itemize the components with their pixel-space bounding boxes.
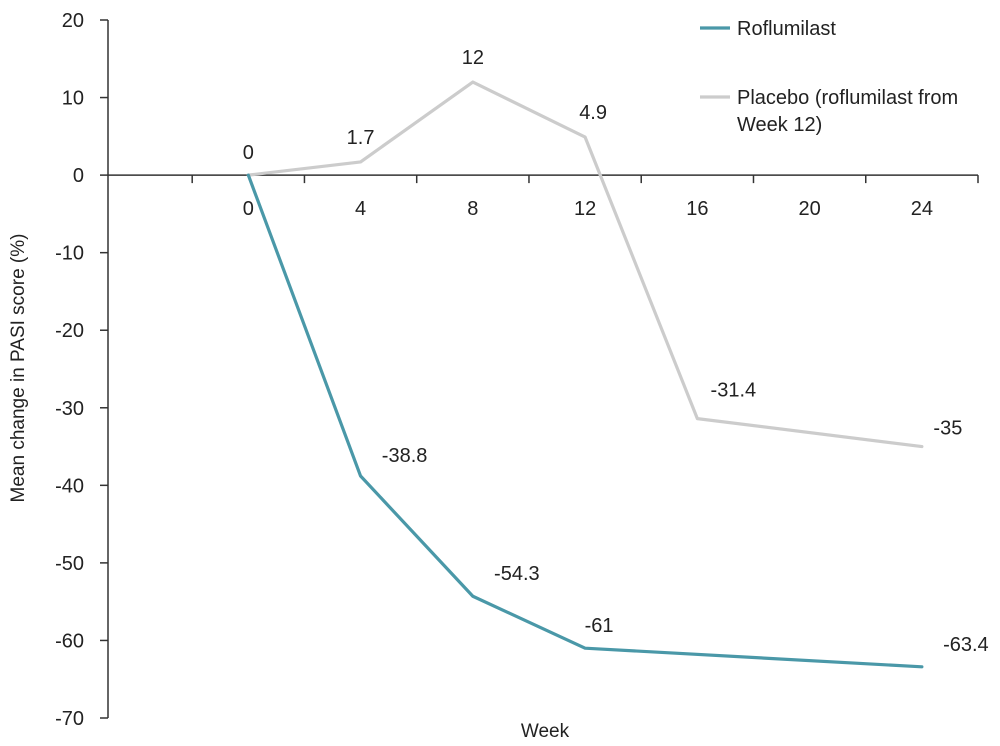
legend-label-placebo: Placebo (roflumilast from Week 12) bbox=[737, 87, 958, 136]
y-tick-label: -50 bbox=[55, 553, 84, 575]
legend-label-placebo-line: Week 12) bbox=[737, 114, 822, 136]
data-label: 4.9 bbox=[579, 102, 607, 124]
y-tick-label: -30 bbox=[55, 398, 84, 420]
data-labels: -38.8 -54.3 -61 -63.4 0 1.7 12 4.9 -31.4 -35 bbox=[243, 47, 989, 656]
data-label: 1.7 bbox=[347, 127, 375, 149]
y-axis-title: Mean change in PASI score (%) bbox=[8, 234, 29, 503]
series-layer bbox=[246, 80, 924, 669]
data-label: 12 bbox=[462, 47, 484, 69]
data-label: -63.4 bbox=[943, 634, 989, 656]
series-line-placebo bbox=[246, 80, 924, 449]
legend: Roflumilast Placebo (roflumilast from Week… bbox=[700, 18, 958, 136]
data-label: -61 bbox=[585, 615, 614, 637]
x-axis-title: Week bbox=[521, 721, 570, 742]
x-tick-label: 24 bbox=[911, 198, 933, 220]
data-label: 0 bbox=[243, 142, 254, 164]
legend-label-roflumilast: Roflumilast bbox=[737, 18, 836, 40]
axes: 20 10 0 -10 -20 -30 -40 -50 -60 -70 0 4 8 12 16 20 24 bbox=[55, 10, 979, 730]
data-label: -31.4 bbox=[711, 380, 757, 402]
data-label: -54.3 bbox=[494, 563, 540, 585]
x-tick-label: 12 bbox=[574, 198, 596, 220]
series-line-roflumilast bbox=[246, 173, 924, 669]
y-tick-label: -10 bbox=[55, 243, 84, 265]
data-label: -35 bbox=[933, 418, 962, 440]
y-tick-label: -70 bbox=[55, 708, 84, 730]
y-tick-label: -40 bbox=[55, 475, 84, 497]
data-label: -38.8 bbox=[382, 445, 428, 467]
x-tick-label: 4 bbox=[355, 198, 366, 220]
y-tick-label: 20 bbox=[62, 10, 84, 32]
x-tick-label: 16 bbox=[686, 198, 708, 220]
legend-label-placebo-line: Placebo (roflumilast from bbox=[737, 87, 958, 109]
y-tick-label: -20 bbox=[55, 320, 84, 342]
y-tick-label: -60 bbox=[55, 630, 84, 652]
x-tick-label: 8 bbox=[467, 198, 478, 220]
x-tick-label: 0 bbox=[243, 198, 254, 220]
x-tick-label: 20 bbox=[798, 198, 820, 220]
y-tick-label: 0 bbox=[73, 165, 84, 187]
y-tick-label: 10 bbox=[62, 88, 84, 110]
